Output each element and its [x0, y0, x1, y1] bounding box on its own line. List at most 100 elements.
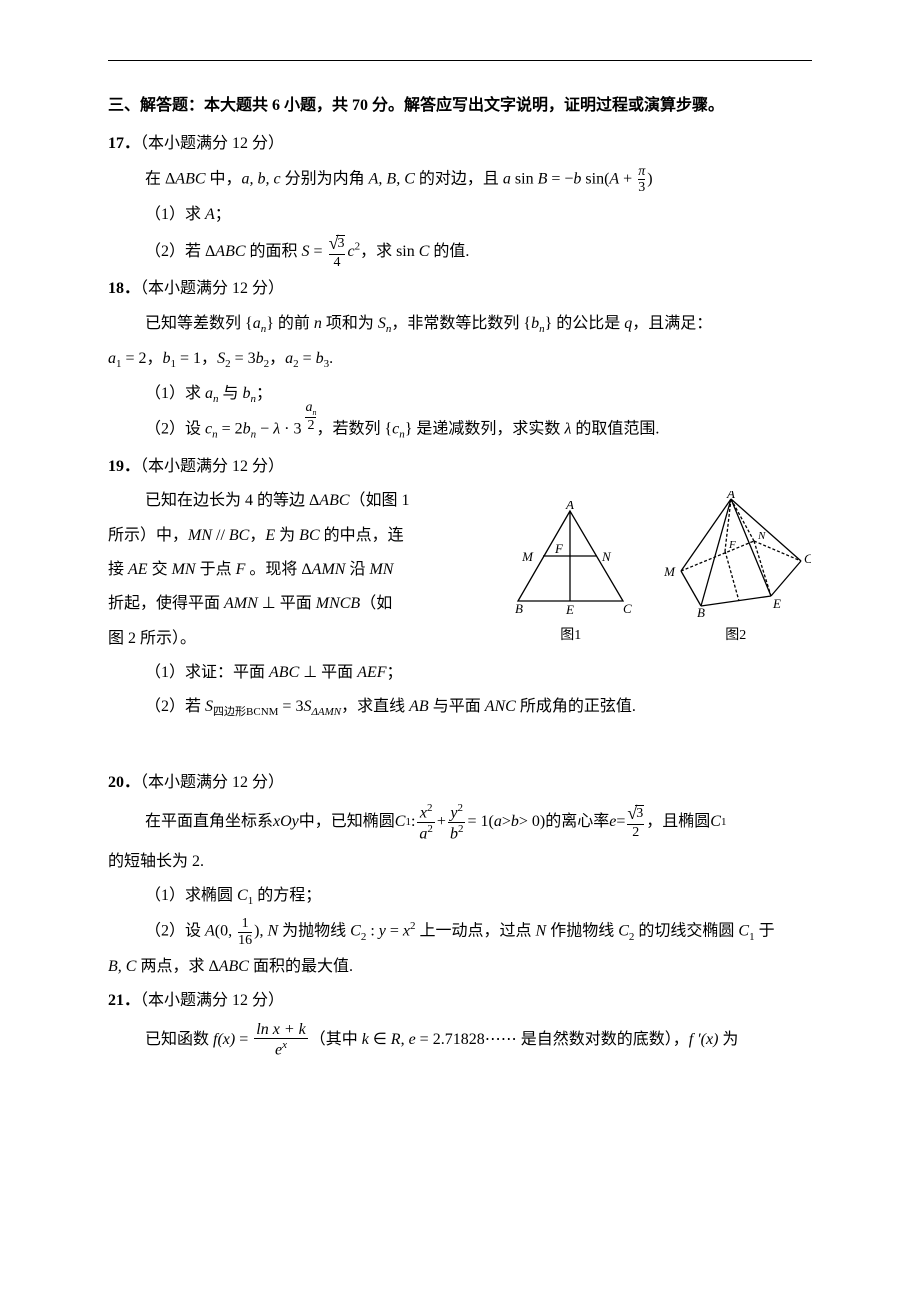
- t: F: [236, 561, 246, 578]
- figure-2: A M B F N C E 图2: [661, 491, 811, 650]
- t: = 3: [231, 350, 256, 367]
- t: c: [347, 243, 354, 260]
- problem-17-header: 17．（本小题满分 12 分）: [108, 129, 812, 159]
- t: =: [235, 1031, 252, 1048]
- t: xOy: [273, 807, 299, 837]
- t: 沿: [345, 561, 369, 578]
- t: b: [243, 420, 251, 437]
- svg-text:M: M: [521, 549, 534, 564]
- t: ΔAMN: [311, 707, 341, 719]
- t: ABC: [269, 664, 299, 681]
- svg-text:F: F: [554, 541, 564, 556]
- t: 为: [718, 1031, 738, 1048]
- p21-l1: 已知函数 f(x) = ln x + kex（其中 k ∈ R, e = 2.7…: [108, 1021, 812, 1060]
- t: π: [638, 164, 645, 179]
- t: S: [302, 243, 310, 260]
- p17-points: （本小题满分 12 分）: [140, 135, 284, 152]
- t: A: [609, 170, 619, 187]
- t: = −: [547, 170, 573, 187]
- problem-18-header: 18．（本小题满分 12 分）: [108, 274, 812, 304]
- t: =: [386, 923, 403, 940]
- t: A: [205, 923, 215, 940]
- t: e: [609, 807, 616, 837]
- svg-text:N: N: [601, 549, 612, 564]
- t: （1）求: [145, 206, 205, 223]
- p19-num: 19．: [108, 458, 140, 475]
- t: = 2: [218, 420, 243, 437]
- t: ，且椭圆: [646, 807, 710, 837]
- t: AE: [128, 561, 148, 578]
- t: (0,: [215, 923, 236, 940]
- t: 3: [635, 805, 644, 821]
- svg-text:B: B: [515, 601, 523, 616]
- t: ，: [249, 527, 265, 544]
- t: a: [108, 350, 116, 367]
- svg-text:A: A: [565, 501, 574, 512]
- svg-text:E: E: [565, 602, 574, 617]
- t: 四边形BCNM: [213, 707, 278, 719]
- t: = 1(: [467, 807, 493, 837]
- p17-line1: 在 ΔABC 中，a, b, c 分别为内角 A, B, C 的对边，且 a s…: [108, 164, 812, 196]
- t: =: [299, 350, 316, 367]
- p18-line2: a1 = 2，b1 = 1，S2 = 3b2，a2 = b3.: [108, 344, 812, 375]
- t: S: [217, 350, 225, 367]
- t: 已知在边长为 4 的等边 Δ: [145, 492, 319, 509]
- p20-q2: （2）设 A(0, 116), N 为抛物线 C2 : y = x2 上一动点，…: [108, 916, 812, 948]
- t: 上一动点，过点: [416, 923, 536, 940]
- t: C: [350, 923, 361, 940]
- t: BC: [299, 527, 319, 544]
- t: n: [314, 315, 322, 332]
- t: C: [419, 243, 430, 260]
- t: 3: [336, 235, 345, 251]
- svg-text:C: C: [804, 551, 811, 566]
- t: ，求直线: [341, 698, 409, 715]
- t: > 0): [519, 807, 545, 837]
- t: 的值.: [429, 243, 469, 260]
- t: e: [409, 1031, 416, 1048]
- t: （如图 1: [350, 492, 410, 509]
- t: ∈: [369, 1031, 391, 1048]
- t: MN: [172, 561, 196, 578]
- t: sin(: [581, 170, 609, 187]
- t: b: [243, 385, 251, 402]
- t: ；: [387, 664, 403, 681]
- t: N: [267, 923, 278, 940]
- t: AMN: [224, 595, 258, 612]
- p20-l2: 的短轴长为 2.: [108, 847, 812, 877]
- t: 的方程；: [253, 887, 321, 904]
- t: ABC: [215, 243, 245, 260]
- frac: √32: [626, 804, 645, 840]
- frac: 116: [237, 916, 253, 948]
- svg-text:M: M: [663, 564, 676, 579]
- t: AMN: [312, 561, 346, 578]
- fig2-label: 图2: [661, 623, 811, 650]
- t: .: [329, 350, 333, 367]
- t: C: [395, 807, 406, 837]
- p18-q2: （2）设 cn = 2bn − λ · 3an2，若数列 {cn} 是递减数列，…: [108, 414, 812, 448]
- t: b: [531, 315, 539, 332]
- t: ABC: [319, 492, 349, 509]
- t: = 3: [278, 698, 303, 715]
- t: 项和为: [322, 315, 378, 332]
- t: （其中: [310, 1031, 362, 1048]
- t: 两点，求 Δ: [136, 958, 218, 975]
- t: B: [538, 170, 548, 187]
- p17-q1: （1）求 A；: [108, 200, 812, 230]
- t: (x): [217, 1031, 235, 1048]
- p18-q1: （1）求 an 与 bn；: [108, 379, 812, 410]
- t: 与: [219, 385, 243, 402]
- t: f ′(x): [689, 1031, 719, 1048]
- t: ABC: [175, 170, 205, 187]
- t: ，若数列 {: [316, 420, 392, 437]
- t: 4: [329, 254, 346, 270]
- t: } 的公比是: [545, 315, 625, 332]
- t: （2）若: [145, 698, 205, 715]
- problem-19-header: 19．（本小题满分 12 分）: [108, 452, 812, 482]
- t: N: [536, 923, 547, 940]
- t: x: [403, 923, 410, 940]
- t: C: [237, 887, 248, 904]
- t: a: [253, 315, 261, 332]
- t: 的中点，连: [320, 527, 404, 544]
- problem-20-header: 20．（本小题满分 12 分）: [108, 768, 812, 798]
- t: ,: [401, 1031, 409, 1048]
